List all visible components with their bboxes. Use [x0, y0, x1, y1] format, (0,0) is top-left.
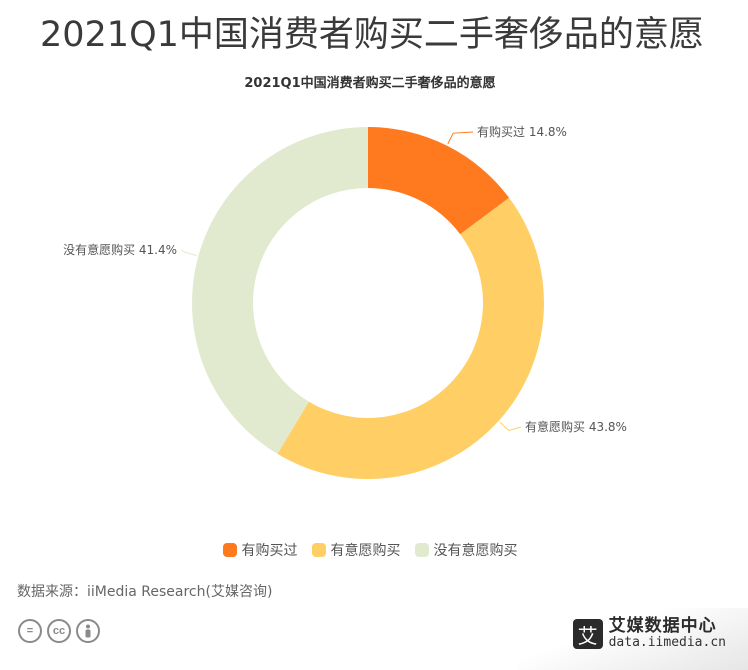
brand-url: data.iimedia.cn — [608, 635, 726, 650]
legend-label: 有购买过 — [241, 543, 298, 559]
chart-title: 2021Q1中国消费者购买二手奢侈品的意愿 — [244, 76, 496, 91]
legend-item-purchased[interactable]: 有购买过 — [222, 540, 298, 560]
leader-line — [499, 422, 522, 431]
legend-label: 有意愿购买 — [330, 543, 401, 559]
slice-label: 有购买过 14.8% — [477, 124, 567, 139]
legend-item-unwilling[interactable]: 没有意愿购买 — [414, 540, 518, 560]
donut-slice-1[interactable] — [277, 197, 544, 479]
cc-icon: cc — [47, 619, 71, 643]
brand: 艾 艾媒数据中心 data.iimedia.cn — [572, 616, 726, 651]
legend-swatch — [414, 543, 429, 557]
legend-swatch — [311, 543, 326, 557]
leader-line — [447, 131, 474, 145]
equals-icon: = — [18, 619, 42, 643]
donut-chart: 有购买过 14.8% 有意愿购买 43.8% 没有意愿购买 41.4% — [63, 124, 627, 479]
leader-line — [180, 249, 197, 256]
brand-name: 艾媒数据中心 — [608, 616, 717, 636]
brand-logo: 艾 — [572, 619, 603, 649]
chart-legend: 有购买过 有意愿购买 没有意愿购买 — [0, 540, 740, 560]
slice-label: 有意愿购买 43.8% — [525, 419, 627, 434]
license-icons: = cc — [18, 619, 100, 643]
person-icon — [76, 619, 100, 643]
donut-slice-0[interactable] — [368, 127, 510, 235]
legend-item-willing[interactable]: 有意愿购买 — [311, 540, 401, 560]
brand-background — [518, 608, 748, 670]
donut-slice-2[interactable] — [192, 127, 368, 454]
data-source: 数据来源：iiMedia Research(艾媒咨询) — [17, 584, 273, 600]
legend-label: 没有意愿购买 — [433, 543, 518, 559]
legend-swatch — [222, 543, 237, 557]
page-title: 2021Q1中国消费者购买二手奢侈品的意愿 — [40, 15, 704, 55]
slice-label: 没有意愿购买 41.4% — [63, 242, 177, 257]
